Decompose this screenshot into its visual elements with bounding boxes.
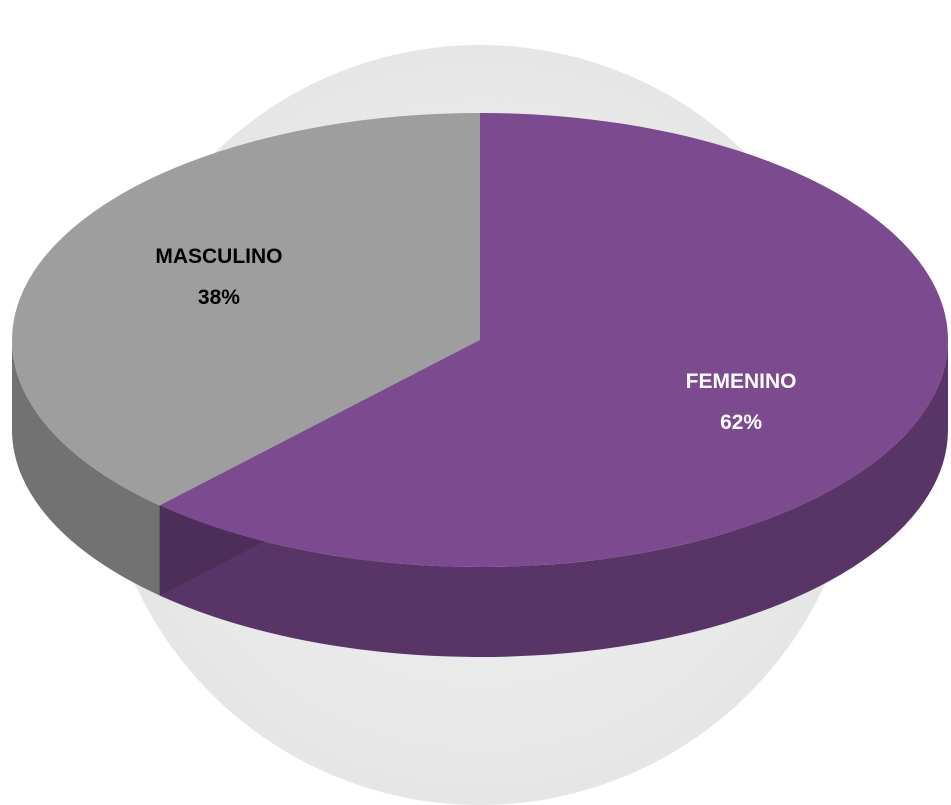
slice (12, 113, 481, 506)
slice (159, 113, 948, 567)
slice-side (12, 340, 160, 596)
slice-label: MASCULINO (155, 245, 282, 268)
slice-side (159, 340, 948, 657)
slice-value-label: 62% (720, 411, 762, 434)
slice-value-label: 38% (198, 286, 240, 309)
slice-label: FEMENINO (686, 370, 797, 393)
